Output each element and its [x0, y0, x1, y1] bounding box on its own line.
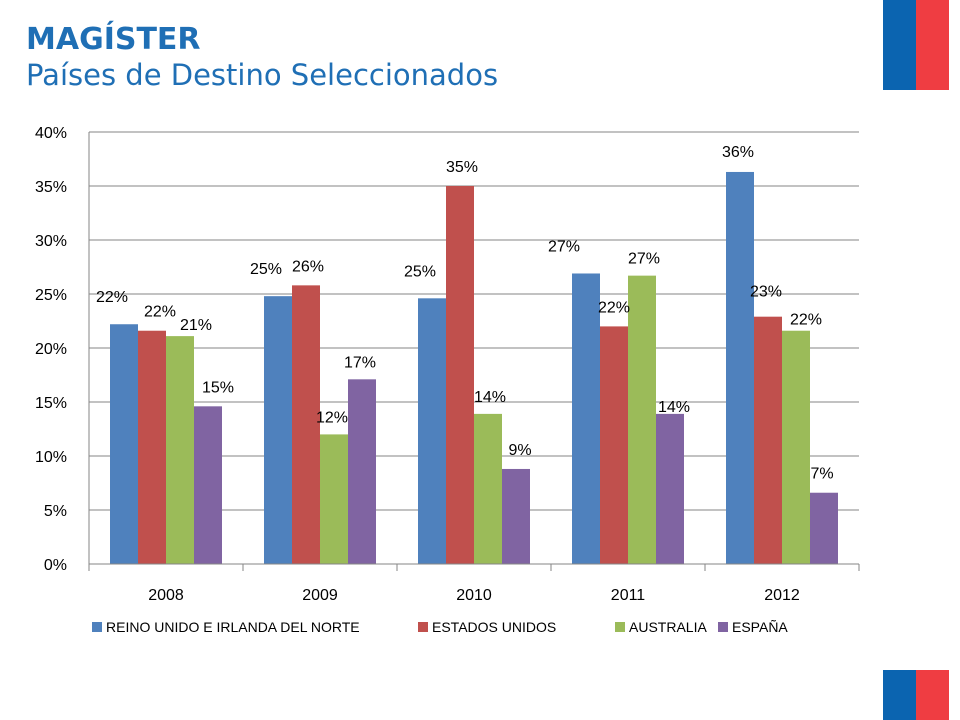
bar: [166, 336, 194, 564]
data-label: 22%: [96, 289, 128, 306]
y-tick-label: 40%: [35, 125, 67, 142]
bar: [418, 298, 446, 564]
data-label: 12%: [316, 409, 348, 426]
bar: [110, 324, 138, 564]
y-tick-label: 20%: [35, 341, 67, 358]
data-label: 23%: [750, 284, 782, 301]
legend-swatch: [718, 622, 728, 632]
y-tick-label: 30%: [35, 233, 67, 250]
data-label: 22%: [790, 312, 822, 329]
bar: [138, 330, 166, 564]
data-label: 26%: [292, 258, 324, 275]
flag-red-stripe: [916, 0, 949, 90]
legend-label: AUSTRALIA: [629, 619, 707, 635]
data-label: 25%: [404, 263, 436, 280]
bar: [474, 413, 502, 564]
bar: [782, 330, 810, 564]
bar: [628, 275, 656, 564]
legend-label: REINO UNIDO E IRLANDA DEL NORTE: [106, 619, 360, 635]
y-tick-label: 0%: [44, 557, 67, 574]
flag-blue-stripe: [883, 670, 916, 720]
data-label: 25%: [250, 261, 282, 278]
legend-swatch: [92, 622, 102, 632]
bar: [810, 492, 838, 564]
page-title: MAGÍSTER: [26, 22, 201, 57]
page-subtitle: Países de Destino Seleccionados: [26, 58, 499, 92]
y-tick-label: 5%: [44, 503, 67, 520]
data-label: 14%: [658, 399, 690, 416]
data-label: 17%: [344, 354, 376, 371]
bar: [572, 273, 600, 564]
data-label: 22%: [598, 299, 630, 316]
x-category-label: 2009: [302, 587, 338, 604]
data-label: 14%: [474, 389, 506, 406]
bar: [754, 316, 782, 564]
x-category-label: 2010: [456, 587, 492, 604]
data-label: 21%: [180, 317, 212, 334]
legend-label: ESTADOS UNIDOS: [432, 619, 556, 635]
data-label: 36%: [722, 144, 754, 161]
data-label: 9%: [508, 442, 531, 459]
bar: [194, 406, 222, 564]
x-category-label: 2012: [764, 587, 800, 604]
data-label: 27%: [548, 238, 580, 255]
bar: [600, 326, 628, 564]
data-label: 22%: [144, 304, 176, 321]
data-label: 27%: [628, 251, 660, 268]
y-tick-label: 15%: [35, 395, 67, 412]
y-tick-label: 25%: [35, 287, 67, 304]
data-label: 7%: [810, 466, 833, 483]
bar: [446, 186, 474, 564]
legend-swatch: [615, 622, 625, 632]
flag-stripes-top: [883, 0, 949, 90]
y-tick-label: 35%: [35, 179, 67, 196]
legend-swatch: [418, 622, 428, 632]
legend-label: ESPAÑA: [732, 619, 788, 635]
flag-blue-stripe: [883, 0, 916, 90]
bar: [320, 434, 348, 564]
bar: [264, 296, 292, 564]
x-category-label: 2011: [611, 587, 646, 604]
data-label: 35%: [446, 159, 478, 176]
x-category-label: 2008: [148, 587, 184, 604]
data-label: 15%: [202, 379, 234, 396]
bar: [726, 171, 754, 564]
y-tick-label: 10%: [35, 449, 67, 466]
bar: [292, 285, 320, 564]
flag-stripes-bottom: [883, 670, 949, 720]
bar: [502, 468, 530, 564]
bar: [656, 413, 684, 564]
bar: [348, 379, 376, 564]
title-block: MAGÍSTER Países de Destino Seleccionados: [26, 22, 498, 92]
flag-red-stripe: [916, 670, 949, 720]
